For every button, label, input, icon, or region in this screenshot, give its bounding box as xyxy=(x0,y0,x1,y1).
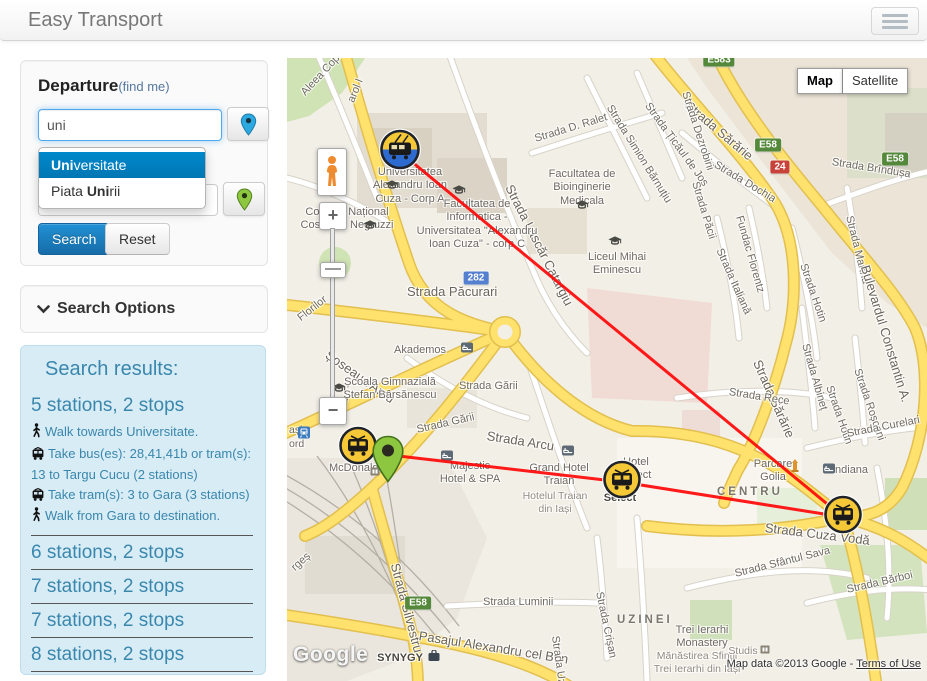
route-result: 5 stations, 2 stops Walk towards Universi… xyxy=(31,389,253,536)
terms-of-use-link[interactable]: Terms of Use xyxy=(856,658,921,670)
menu-toggle-button[interactable] xyxy=(871,7,919,35)
zoom-slider-handle[interactable] xyxy=(320,262,346,278)
map-attribution: Map data ©2013 Google - Terms of Use xyxy=(726,658,921,670)
search-results-panel: Search results: 5 stations, 2 stops Walk … xyxy=(20,345,266,675)
route-summary[interactable]: 7 stations, 2 stops xyxy=(31,575,185,597)
destination-pin-marker[interactable] xyxy=(371,435,405,488)
bag-poi-icon xyxy=(428,649,441,667)
results-list: 5 stations, 2 stops Walk towards Universi… xyxy=(31,389,253,672)
route-summary[interactable]: 5 stations, 2 stops xyxy=(31,395,185,416)
tram-stop-marker[interactable] xyxy=(822,494,864,541)
route-step: Walk towards Universitate. xyxy=(31,422,253,444)
google-watermark: Google xyxy=(293,643,369,666)
map-type-map-button[interactable]: Map xyxy=(797,68,843,94)
search-options-label: Search Options xyxy=(57,300,176,317)
route-result: 6 stations, 2 stops xyxy=(31,536,253,570)
route-summary[interactable]: 8 stations, 2 stops xyxy=(31,643,185,665)
autocomplete-suggestion[interactable]: Universitate xyxy=(39,152,205,178)
zoom-out-button[interactable]: − xyxy=(319,397,347,425)
tram-stop-marker[interactable] xyxy=(601,459,643,506)
route-step-text: Take tram(s): 3 to Gara (3 stations) xyxy=(48,486,250,502)
route-shield-badge: E58 xyxy=(405,596,431,610)
route-result: 8 stations, 2 stops xyxy=(31,638,253,672)
school-poi-icon xyxy=(332,381,347,399)
destination-pin-button[interactable] xyxy=(223,182,265,216)
map-type-control: Map Satellite xyxy=(797,68,909,94)
chevron-down-icon xyxy=(37,305,50,314)
map-markers-layer xyxy=(287,58,927,681)
route-step: Walk from Gara to destination. xyxy=(31,506,253,528)
route-step-text: Take bus(es): 28,41,41b or tram(s): 13 t… xyxy=(31,445,252,483)
green-pin-icon xyxy=(236,187,252,211)
map-type-satellite-button[interactable]: Satellite xyxy=(843,68,909,94)
zoom-slider-track[interactable] xyxy=(330,228,335,400)
bus-icon xyxy=(31,446,45,466)
reset-button[interactable]: Reset xyxy=(105,223,170,255)
route-step-text: Walk towards Universitate. xyxy=(45,424,199,439)
poi-label: SYNYGY xyxy=(377,652,423,664)
route-result: 7 stations, 2 stops xyxy=(31,604,253,638)
search-button[interactable]: Search xyxy=(38,223,111,255)
autocomplete-dropdown: Universitate Piata Unirii xyxy=(38,147,206,209)
map-canvas[interactable]: Aleea Copou arol I Strada Sărărie Strada Să… xyxy=(287,58,927,681)
pegman-icon xyxy=(327,156,337,186)
poi-label: Trei Ierarhi Monastery xyxy=(675,624,729,650)
results-title: Search results: xyxy=(45,358,179,380)
route-result: 7 stations, 2 stops xyxy=(31,570,253,604)
district-label: UZINEI xyxy=(617,614,673,626)
route-step: Take bus(es): 28,41,41b or tram(s): 13 t… xyxy=(31,444,253,485)
app-title: Easy Transport xyxy=(28,9,163,31)
blue-pin-icon xyxy=(240,112,256,136)
route-steps: Walk towards Universitate. Take bus(es): … xyxy=(31,422,253,535)
school-poi-icon xyxy=(363,218,378,236)
trolleybus-stop-marker[interactable] xyxy=(378,128,422,177)
route-step: Take tram(s): 3 to Gara (3 stations) xyxy=(31,485,253,507)
walk-icon xyxy=(31,507,42,528)
departure-pin-button[interactable] xyxy=(227,107,269,141)
zoom-in-button[interactable]: + xyxy=(319,202,347,230)
school-poi-icon xyxy=(385,178,400,196)
search-options-toggle[interactable]: Search Options xyxy=(20,285,268,333)
bus-icon xyxy=(31,487,45,507)
street-label: Strada Luminii xyxy=(483,596,554,608)
hamburger-icon xyxy=(882,13,908,17)
train-poi-icon xyxy=(298,426,311,444)
dot-poi-icon xyxy=(370,463,380,481)
autocomplete-suggestion[interactable]: Piata Unirii xyxy=(51,183,121,199)
walk-icon xyxy=(31,423,42,444)
route-shield-badge: E58 xyxy=(882,152,908,166)
pegman-control[interactable] xyxy=(317,148,347,196)
route-shield-badge: E583 xyxy=(703,58,735,67)
poi-label: Studis xyxy=(728,645,758,657)
route-summary[interactable]: 6 stations, 2 stops xyxy=(31,541,185,563)
street-label: ord xyxy=(289,438,305,450)
route-step-text: Walk from Gara to destination. xyxy=(45,508,221,523)
poi-label: Mănăstirea Sfinții Trei Ierarhi din Iași xyxy=(653,650,741,675)
find-me-link[interactable]: (find me) xyxy=(118,79,170,94)
departure-label: Departure(find me) xyxy=(38,76,170,95)
route-summary[interactable]: 7 stations, 2 stops xyxy=(31,609,185,631)
dot-poi-icon xyxy=(760,641,770,659)
route-shield-badge: E58 xyxy=(755,138,781,152)
tram-stop-marker[interactable] xyxy=(337,425,379,472)
top-navbar: Easy Transport xyxy=(0,0,927,41)
departure-input[interactable] xyxy=(38,109,222,141)
